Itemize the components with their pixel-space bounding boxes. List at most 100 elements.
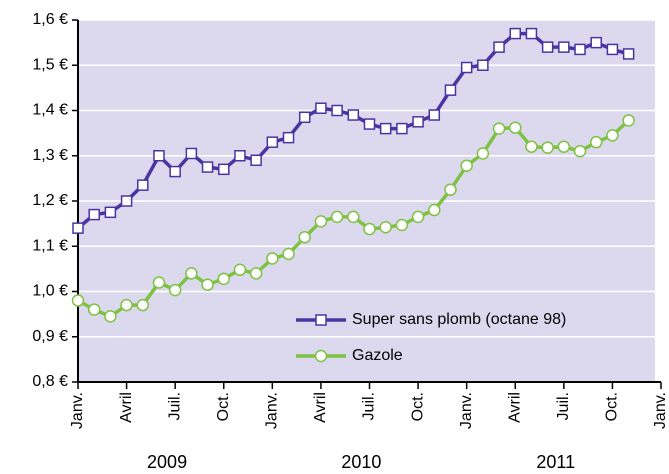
marker: [444, 84, 457, 96]
marker: [298, 230, 311, 244]
y-tick-label: 1,6 €: [32, 11, 68, 28]
marker: [493, 41, 505, 53]
marker: [201, 161, 214, 173]
year-label: 2011: [536, 452, 575, 472]
marker: [525, 140, 538, 153]
year-label: 2010: [341, 452, 381, 472]
marker: [330, 210, 344, 224]
marker: [412, 116, 424, 128]
legend-marker: [315, 314, 327, 326]
x-tick-label: Avril: [506, 392, 523, 423]
y-tick-label: 1,2 €: [32, 192, 68, 209]
marker: [606, 43, 619, 56]
y-tick-label: 0,9 €: [32, 328, 68, 345]
marker: [87, 303, 101, 316]
legend-marker: [314, 349, 328, 363]
marker: [541, 41, 554, 53]
marker: [104, 310, 117, 323]
marker: [509, 121, 522, 134]
marker: [396, 122, 408, 135]
y-tick-label: 1,0 €: [32, 283, 68, 300]
marker: [185, 147, 198, 160]
x-tick-label: Avril: [118, 392, 135, 423]
marker: [509, 27, 521, 40]
marker: [411, 210, 425, 224]
marker: [573, 144, 587, 158]
marker: [266, 252, 279, 265]
marker: [606, 129, 619, 142]
legend-label: Super sans plomb (octane 98): [352, 311, 566, 328]
marker: [460, 159, 473, 172]
marker: [71, 294, 85, 307]
marker: [477, 59, 489, 71]
x-tick-label: Janv.: [458, 392, 475, 429]
marker: [168, 283, 182, 297]
x-tick-label: Juil.: [166, 392, 183, 420]
marker: [395, 218, 409, 232]
x-tick-label: Juil.: [555, 392, 572, 420]
x-tick-label: Oct.: [409, 392, 426, 421]
marker: [218, 163, 230, 176]
marker: [88, 208, 100, 221]
marker: [541, 141, 554, 154]
marker: [201, 278, 214, 291]
marker: [331, 104, 343, 117]
marker: [185, 267, 198, 280]
marker: [233, 263, 247, 277]
x-tick-label: Avril: [312, 392, 329, 423]
marker: [557, 140, 571, 153]
x-tick-label: Oct.: [604, 392, 621, 421]
marker: [558, 41, 570, 53]
marker: [347, 109, 360, 121]
marker: [72, 222, 84, 234]
marker: [574, 43, 586, 56]
y-tick-label: 1,5 €: [32, 56, 68, 73]
y-tick-label: 1,1 €: [32, 237, 68, 254]
marker: [266, 136, 279, 148]
marker: [590, 36, 602, 49]
marker: [476, 147, 490, 160]
marker: [379, 220, 392, 234]
marker: [428, 203, 441, 217]
marker: [315, 102, 327, 114]
marker: [234, 150, 246, 162]
x-tick-label: Janv.: [652, 392, 669, 429]
marker: [622, 114, 635, 127]
marker: [217, 272, 230, 286]
x-tick-label: Juil.: [361, 392, 378, 420]
marker: [120, 195, 133, 207]
marker: [444, 183, 457, 196]
marker: [525, 27, 538, 40]
y-tick-label: 1,3 €: [32, 147, 68, 164]
marker: [622, 48, 635, 60]
marker: [363, 222, 376, 236]
x-tick-label: Janv.: [69, 392, 86, 429]
marker: [379, 122, 392, 135]
marker: [363, 118, 376, 130]
marker: [136, 298, 150, 312]
marker: [249, 267, 263, 280]
x-tick-label: Janv.: [264, 392, 281, 429]
marker: [120, 298, 133, 312]
marker: [460, 61, 473, 74]
y-tick-label: 0,8 €: [32, 373, 68, 390]
marker: [589, 135, 603, 149]
marker: [492, 122, 506, 135]
marker: [169, 165, 181, 178]
marker: [298, 111, 311, 124]
marker: [104, 206, 117, 219]
marker: [347, 210, 360, 224]
y-tick-label: 1,4 €: [32, 102, 68, 119]
marker: [137, 179, 149, 191]
marker: [152, 276, 166, 289]
year-label: 2009: [147, 452, 187, 472]
legend-label: Gazole: [352, 347, 403, 364]
x-tick-label: Oct.: [215, 392, 232, 421]
marker: [282, 131, 295, 144]
marker: [153, 150, 165, 162]
marker: [428, 109, 441, 121]
marker: [250, 154, 262, 167]
marker: [314, 215, 328, 228]
marker: [282, 247, 295, 261]
